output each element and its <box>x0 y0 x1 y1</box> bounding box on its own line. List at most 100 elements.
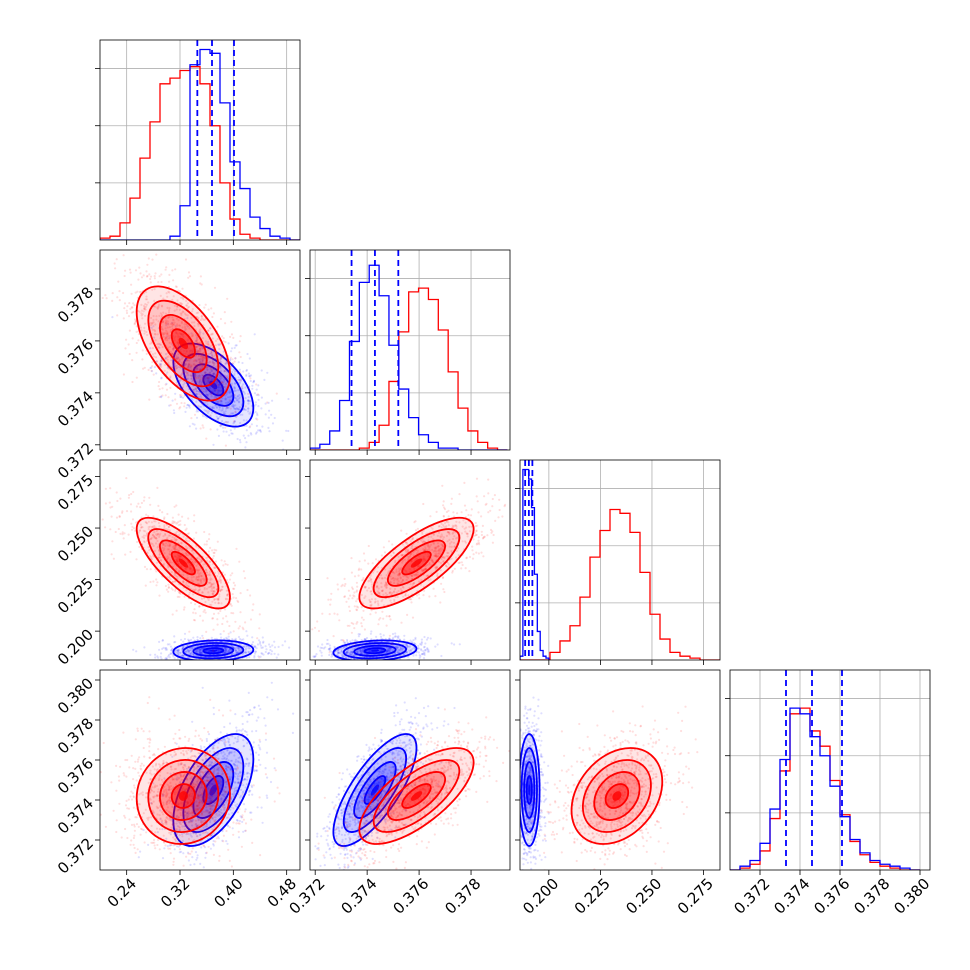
scatter-point <box>211 405 215 408</box>
scatter-point <box>237 395 240 398</box>
scatter-point <box>216 540 219 543</box>
scatter-point <box>408 645 412 648</box>
scatter-point <box>190 316 193 319</box>
scatter-point <box>487 511 490 514</box>
scatter-point <box>189 391 192 394</box>
scatter-point <box>230 333 234 336</box>
scatter-point <box>184 327 187 330</box>
scatter-point <box>185 374 188 377</box>
scatter-point <box>396 661 398 663</box>
scatter-point <box>134 291 137 294</box>
scatter-point <box>198 382 201 385</box>
scatter-point <box>161 321 164 324</box>
scatter-point <box>477 539 480 542</box>
scatter-point <box>247 651 250 654</box>
scatter-point <box>210 395 213 398</box>
scatter-point <box>233 427 236 430</box>
scatter-point <box>361 662 363 664</box>
scatter-point <box>180 401 183 405</box>
scatter-point <box>210 406 213 409</box>
scatter-point <box>150 342 153 345</box>
scatter-point <box>397 555 400 558</box>
scatter-point <box>355 650 358 653</box>
scatter-point <box>206 393 209 396</box>
scatter-point <box>153 329 156 332</box>
scatter-point <box>186 385 189 388</box>
scatter-point <box>193 560 197 564</box>
scatter-point <box>225 407 228 410</box>
scatter-point <box>393 572 396 575</box>
scatter-point <box>417 647 420 650</box>
scatter-point <box>214 601 217 604</box>
scatter-point <box>393 590 396 593</box>
scatter-point <box>464 521 467 524</box>
scatter-point <box>387 647 390 650</box>
scatter-point <box>242 419 245 422</box>
scatter-point <box>185 304 188 307</box>
scatter-point <box>174 453 176 455</box>
scatter-point <box>220 354 223 357</box>
scatter-point <box>164 534 167 537</box>
scatter-point <box>227 405 230 408</box>
scatter-point <box>251 643 254 646</box>
scatter-point <box>249 432 252 435</box>
scatter-point <box>202 426 205 429</box>
scatter-point <box>382 634 385 637</box>
scatter-point <box>200 558 203 562</box>
scatter-point <box>472 553 475 556</box>
scatter-point <box>219 357 222 360</box>
scatter-point <box>132 490 135 494</box>
scatter-point <box>144 298 147 301</box>
scatter-point <box>214 566 217 570</box>
scatter-point <box>200 661 202 663</box>
scatter-point <box>169 322 173 326</box>
scatter-point <box>166 576 169 579</box>
scatter-point <box>219 609 222 613</box>
scatter-point <box>124 347 127 350</box>
scatter-point <box>173 366 176 369</box>
scatter-point <box>235 651 238 654</box>
scatter-point <box>197 589 200 593</box>
scatter-point <box>325 642 328 646</box>
scatter-point <box>366 589 369 592</box>
scatter-point <box>190 377 193 380</box>
scatter-point <box>391 632 395 636</box>
scatter-point <box>145 305 148 308</box>
scatter-point <box>123 302 127 305</box>
scatter-point <box>148 496 151 499</box>
scatter-point <box>208 410 211 413</box>
scatter-point <box>244 405 247 408</box>
scatter-point <box>183 371 186 374</box>
scatter-point <box>186 662 188 664</box>
scatter-point <box>125 477 128 480</box>
scatter-point <box>236 662 238 664</box>
scatter-point <box>187 271 191 274</box>
scatter-point <box>418 656 421 659</box>
scatter-point <box>328 653 331 657</box>
scatter-point <box>121 533 124 536</box>
scatter-point <box>330 655 333 658</box>
scatter-point <box>189 343 192 346</box>
scatter-point <box>450 550 453 553</box>
scatter-point <box>165 322 168 325</box>
contour-blue <box>342 642 408 660</box>
scatter-point <box>431 527 434 530</box>
scatter-point <box>151 534 154 537</box>
scatter-point <box>177 520 180 523</box>
scatter-point <box>112 557 115 560</box>
scatter-point <box>196 322 199 325</box>
scatter-point <box>130 510 133 513</box>
scatter-point <box>204 568 207 571</box>
scatter-point <box>217 597 220 600</box>
scatter-point <box>217 570 220 573</box>
scatter-point <box>191 550 194 553</box>
scatter-point <box>391 649 395 652</box>
scatter-point <box>199 282 202 285</box>
scatter-point <box>182 361 186 364</box>
scatter-point <box>381 589 384 593</box>
scatter-point <box>140 309 143 312</box>
scatter-point <box>212 586 215 589</box>
scatter-point <box>268 409 271 412</box>
scatter-point <box>380 649 383 652</box>
scatter-point <box>153 366 156 369</box>
